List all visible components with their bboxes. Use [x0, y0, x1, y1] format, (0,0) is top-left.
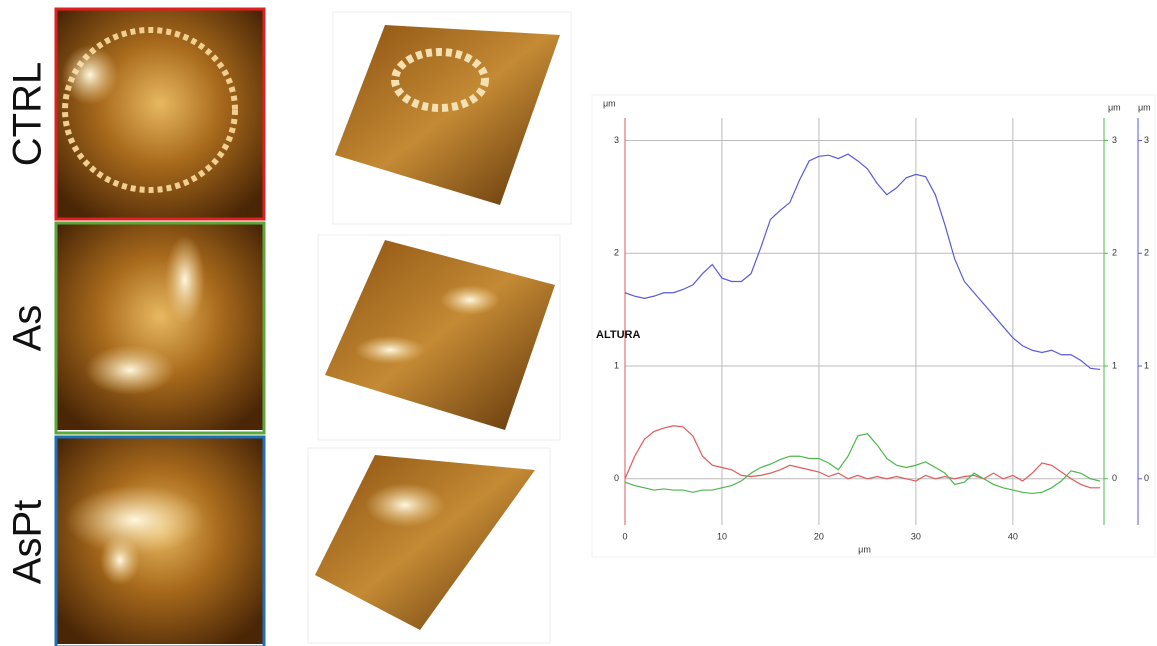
afm-feature — [440, 285, 500, 315]
y3-unit: μm — [1138, 102, 1151, 112]
afm-feature — [65, 485, 205, 555]
afm-image — [57, 224, 263, 430]
surface-3d — [335, 25, 560, 205]
x-axis-label: μm — [858, 544, 871, 554]
x-tick-label: 30 — [911, 531, 921, 541]
y2-tick-label: 0 — [1112, 473, 1117, 483]
x-tick-label: 40 — [1008, 531, 1018, 541]
panel-label: As — [6, 305, 50, 352]
series-line — [624, 425, 1101, 489]
y-tick-label: 2 — [614, 248, 619, 258]
panel-label: AsPt — [6, 500, 50, 584]
y-tick-label: 0 — [614, 473, 619, 483]
y2-tick-label: 1 — [1112, 360, 1117, 370]
y-tick-label: 1 — [614, 360, 619, 370]
x-tick-label: 20 — [814, 531, 824, 541]
y3-tick-label: 1 — [1144, 360, 1149, 370]
series-line — [624, 433, 1101, 495]
panel-frame — [54, 435, 266, 646]
afm-feature — [100, 535, 140, 585]
panel-frame — [54, 221, 266, 435]
afm-image — [57, 10, 263, 218]
surface-3d — [325, 240, 555, 430]
afm-feature — [391, 48, 489, 112]
y-axis-label: ALTURA — [596, 329, 640, 341]
y2-unit: μm — [1108, 102, 1121, 112]
series-line — [624, 153, 1101, 371]
y2-tick-label: 2 — [1112, 248, 1117, 258]
afm-feature — [365, 483, 445, 527]
panel-frame — [54, 7, 266, 221]
afm-feature — [165, 235, 205, 325]
x-tick-label: 0 — [622, 531, 627, 541]
chart-panel — [591, 94, 1156, 558]
y3-tick-label: 0 — [1144, 473, 1149, 483]
y3-tick-label: 3 — [1144, 135, 1149, 145]
x-tick-label: 10 — [717, 531, 727, 541]
y2-tick-label: 3 — [1112, 135, 1117, 145]
panel-label: CTRL — [6, 62, 50, 166]
afm-feature — [62, 27, 238, 193]
y-tick-label: 3 — [614, 135, 619, 145]
afm-feature — [85, 345, 175, 395]
afm-feature — [355, 336, 425, 364]
y3-tick-label: 2 — [1144, 248, 1149, 258]
y-unit: μm — [603, 98, 616, 108]
surfaces — [307, 11, 572, 644]
afm-images — [57, 10, 263, 644]
afm-feature — [62, 45, 118, 105]
